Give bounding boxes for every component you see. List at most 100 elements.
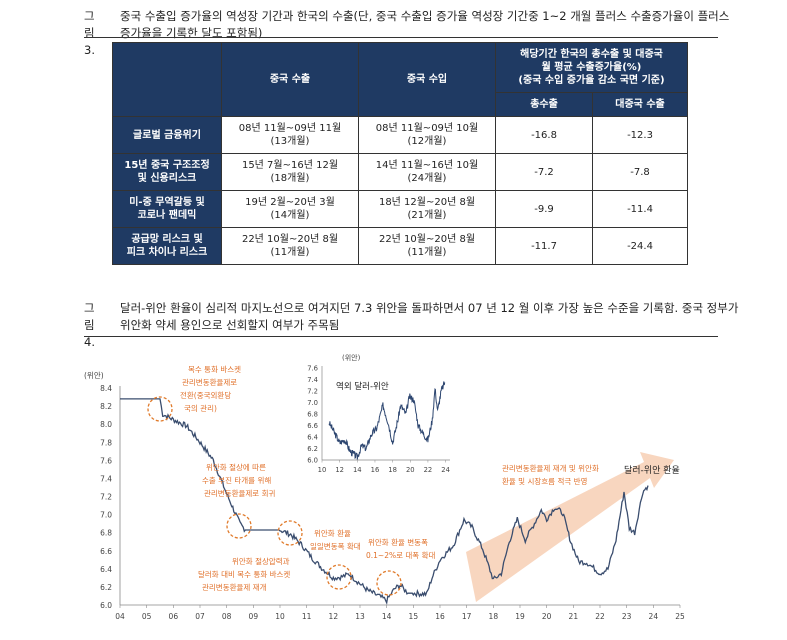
- total-export-value: -16.8: [495, 116, 593, 154]
- series-label: 달러-위안 환율: [624, 464, 680, 476]
- export-growth-table: 중국 수출 중국 수입 해당기간 한국의 총수출 및 대중국 월 평균 수출증가…: [112, 42, 688, 265]
- main-axes: 6.0 6.2 6.4 6.6 6.8 7.0 7.2 7.4 7.6 7.8 8.0 8.2 8.4 0…: [100, 384, 685, 621]
- row-label: 15년 중국 구조조정 및 신용리스크: [112, 153, 222, 191]
- usd-cny-chart: 6.0 6.2 6.4 6.6 6.8 7.0 7.2 7.4 7.6 7.8 8.0 8.2 8.4 0…: [84, 353, 685, 621]
- x-tick-label: 09: [249, 612, 259, 621]
- highlight-circle: [326, 564, 352, 590]
- inset-x-tick-label: 10: [318, 466, 327, 474]
- x-tick-label: 08: [222, 612, 232, 621]
- table-row: 15년 중국 구조조정 및 신용리스크 15년 7월~16년 12월 (18개월) …: [112, 153, 688, 191]
- figure4-number: 그림4.: [84, 301, 95, 349]
- export-period: 22년 10월~20년 8월 (11개월): [221, 227, 359, 265]
- export-period: 15년 7월~16년 12월 (18개월): [221, 153, 359, 191]
- x-tick-label: 24: [649, 612, 659, 621]
- x-tick-label: 10: [275, 612, 285, 621]
- x-tick-label: 23: [622, 612, 632, 621]
- annotation-text: 0.1~2%로 대폭 확대: [366, 550, 435, 560]
- header-group-line1: 해당기간 한국의 총수출 및 대중국: [520, 49, 663, 60]
- row-label: 글로벌 금융위기: [112, 116, 222, 154]
- y-tick-label: 7.6: [100, 456, 112, 465]
- annotation-text: 위안화 절상압력과: [232, 556, 290, 566]
- annotation-text: 위안화 환율 변동폭: [368, 537, 428, 547]
- import-period: 18년 12월~20년 8월 (21개월): [358, 190, 496, 228]
- annotation-text: 국의 관리): [184, 403, 217, 413]
- annotation-text: 관리변동환율제 재개: [202, 582, 267, 592]
- inset-x-tick-label: 24: [441, 466, 450, 474]
- y-tick-label: 7.0: [100, 511, 112, 520]
- import-period: 08년 11월~09년 10월 (12개월): [358, 116, 496, 154]
- x-tick-label: 20: [542, 612, 552, 621]
- figure4-rule: [84, 336, 718, 337]
- y-tick-label: 6.0: [100, 601, 112, 610]
- y-tick-label: 8.2: [100, 402, 112, 411]
- china-export-value: -11.4: [592, 190, 688, 228]
- y-tick-label: 7.8: [100, 438, 112, 447]
- x-tick-label: 07: [195, 612, 205, 621]
- import-period: 14년 11월~16년 10월 (24개월): [358, 153, 496, 191]
- trend-arrow: [466, 452, 674, 602]
- x-tick-label: 18: [489, 612, 499, 621]
- x-tick-label: 06: [169, 612, 179, 621]
- inset-x-tick-label: 18: [388, 466, 397, 474]
- figure4-title-line1: 달러-위안 환율이 심리적 마지노선으로 여겨지던 7.3 위안을 돌파하면서 …: [120, 301, 739, 315]
- total-export-value: -11.7: [495, 227, 593, 265]
- figure3-rule: [84, 37, 718, 38]
- inset-x-tick-label: 12: [335, 466, 344, 474]
- annotation-text: 환율 및 시장흐름 적극 반영: [502, 476, 587, 486]
- y-axis-unit: (위안): [84, 370, 104, 380]
- y-tick-label: 6.6: [100, 547, 112, 556]
- main-series: [120, 398, 649, 605]
- header-import: 중국 수입: [358, 42, 496, 117]
- china-export-value: -24.4: [592, 227, 688, 265]
- highlight-circle: [226, 513, 252, 539]
- inset-x-tick-label: 16: [371, 466, 380, 474]
- annotation-text: 위안화 환율: [314, 528, 351, 538]
- x-tick-label: 16: [435, 612, 445, 621]
- inset-x-tick-label: 20: [406, 466, 415, 474]
- inset-title: 역외 달러-위안: [336, 381, 389, 392]
- table-row: 공급망 리스크 및 피크 차이나 리스크 22년 10월~20년 8월 (11개월)…: [112, 227, 688, 265]
- table-row: 미-중 무역갈등 및 코로나 팬데믹 19년 2월~20년 3월 (14개월) 18…: [112, 190, 688, 228]
- corner-header-cell: [112, 42, 222, 117]
- annotation-text: 수출 부진 타개를 위해: [202, 475, 271, 485]
- annotation-text: 관리변동환율제로 회귀: [204, 488, 275, 498]
- annotation-text: 복수 통화 바스켓: [188, 364, 241, 374]
- inset-x-tick-label: 22: [424, 466, 433, 474]
- header-group-line3: (중국 수입 증가율 감소 국면 기준): [518, 75, 665, 86]
- row-label: 미-중 무역갈등 및 코로나 팬데믹: [112, 190, 222, 228]
- x-tick-label: 14: [382, 612, 392, 621]
- x-tick-label: 13: [355, 612, 365, 621]
- x-tick-label: 22: [595, 612, 605, 621]
- import-period: 22년 10월~20년 8월 (11개월): [358, 227, 496, 265]
- inset-y-tick-label: 6.2: [307, 445, 318, 453]
- inset-y-tick-label: 7.2: [307, 388, 318, 396]
- inset-y-tick-label: 6.0: [307, 457, 318, 465]
- inset-chart: 6.0 6.2 6.4 6.6 6.8 7.0 7.2 7.4 7.6 10 12 14 16 18 20 2…: [307, 365, 450, 474]
- inset-y-tick-label: 6.4: [307, 434, 318, 442]
- inset-y-tick-label: 6.8: [307, 411, 318, 419]
- annotation-text: 관리변동환율제로: [182, 377, 237, 387]
- annotation-text: 전환(중국외환당: [180, 390, 231, 400]
- header-export: 중국 수출: [221, 42, 359, 117]
- x-tick-label: 19: [515, 612, 525, 621]
- usd-cny-line: [120, 398, 649, 605]
- figure3-title-line2: 증가율을 기록한 달도 포함됨): [120, 26, 263, 40]
- china-export-value: -12.3: [592, 116, 688, 154]
- x-tick-label: 25: [675, 612, 685, 621]
- china-export-value: -7.8: [592, 153, 688, 191]
- inset-offshore-line: [328, 381, 446, 460]
- row-label: 공급망 리스크 및 피크 차이나 리스크: [112, 227, 222, 265]
- annotation-text: 달러화 대비 복수 통화 바스켓: [198, 569, 290, 579]
- y-tick-label: 7.2: [100, 493, 112, 502]
- header-total: 총수출: [495, 92, 593, 117]
- inset-y-tick-label: 7.0: [307, 399, 318, 407]
- export-period: 08년 11월~09년 11월 (13개월): [221, 116, 359, 154]
- table-row: 글로벌 금융위기 08년 11월~09년 11월 (13개월) 08년 11월~0…: [112, 116, 688, 154]
- x-tick-label: 04: [115, 612, 125, 621]
- y-tick-label: 8.4: [100, 384, 112, 393]
- annotation-text: 일일변동폭 확대: [310, 541, 361, 551]
- x-tick-label: 12: [329, 612, 339, 621]
- highlight-circle: [147, 396, 173, 422]
- figure3-title-line1: 중국 수출입 증가율의 역성장 기간과 한국의 수출(단, 중국 수출입 증가율…: [120, 9, 730, 23]
- y-tick-label: 6.4: [100, 565, 112, 574]
